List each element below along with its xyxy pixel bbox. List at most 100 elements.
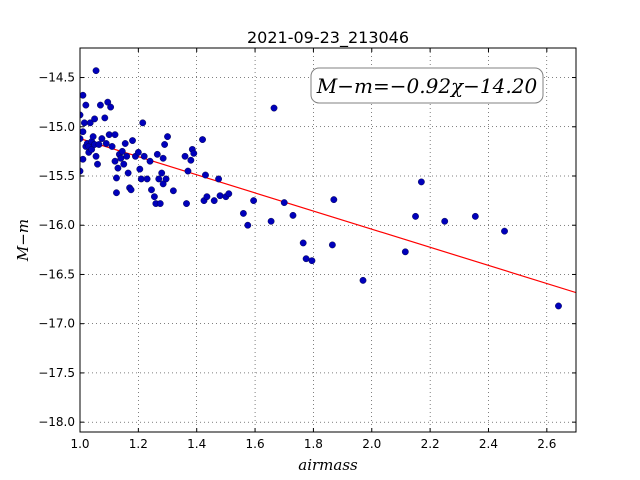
data-point (120, 160, 128, 168)
data-point (113, 174, 120, 182)
y-tick-label: −17.0 (38, 317, 75, 331)
y-tick-label: −15.0 (38, 120, 75, 134)
data-point (80, 119, 88, 127)
data-point (164, 133, 171, 141)
data-point (158, 169, 166, 177)
data-point (80, 91, 87, 99)
data-point (190, 149, 198, 157)
data-point (82, 101, 90, 109)
x-tick-label: 1.8 (304, 437, 323, 451)
x-tick-label: 2.0 (362, 437, 381, 451)
y-axis-ticks: −14.5 −15.0 −15.5 −16.0 −16.5 −17.0 −17.5 −18.0 (38, 71, 576, 429)
data-point (124, 169, 132, 177)
data-point (140, 152, 148, 160)
data-point (139, 119, 147, 127)
data-point (280, 199, 288, 206)
data-point (121, 140, 129, 147)
data-point (150, 193, 158, 201)
data-point (267, 217, 275, 225)
data-point (216, 192, 224, 200)
y-axis-label: M−m (14, 219, 32, 262)
y-tick-label: −16.5 (38, 267, 75, 281)
y-tick-label: −14.5 (38, 71, 75, 85)
fit-equation-text: M−m=−0.92χ−14.20 (316, 74, 538, 98)
data-point (412, 212, 419, 220)
data-point (80, 128, 87, 136)
data-point (187, 156, 195, 164)
data-point (148, 186, 155, 194)
chart-title: 2021-09-23_213046 (247, 28, 409, 48)
fit-line (80, 138, 576, 294)
data-point (308, 257, 316, 265)
data-point (203, 193, 211, 201)
data-point (101, 114, 109, 122)
data-point (250, 197, 258, 205)
data-point (105, 131, 113, 139)
data-point (302, 255, 310, 263)
data-point (102, 140, 110, 147)
data-point (143, 175, 151, 183)
data-point (159, 154, 167, 162)
data-point (210, 197, 218, 205)
data-point (289, 211, 297, 219)
data-point (183, 200, 190, 207)
data-point (129, 137, 136, 144)
data-point (127, 186, 135, 194)
annotation-box (310, 67, 544, 104)
data-point (114, 164, 122, 172)
data-point (239, 210, 247, 217)
data-point (111, 131, 119, 139)
data-point (501, 227, 508, 235)
data-point (98, 135, 106, 142)
data-point (244, 221, 252, 229)
data-point (330, 196, 338, 204)
data-point (328, 241, 336, 249)
x-axis-ticks: 1.0 1.2 1.4 1.6 1.8 2.0 2.2 2.4 2.6 (70, 48, 556, 451)
y-tick-label: −16.0 (38, 218, 75, 232)
plot-frame (79, 47, 577, 433)
y-tick-label: −17.5 (38, 366, 75, 380)
data-point (113, 189, 120, 197)
data-point (169, 187, 177, 195)
data-point (162, 175, 170, 183)
x-tick-label: 1.0 (70, 437, 89, 451)
data-point (155, 175, 163, 183)
y-tick-label: −18.0 (38, 415, 75, 429)
fit-line-group (80, 138, 576, 294)
data-point (89, 133, 97, 141)
grid-lines (79, 48, 576, 432)
data-point (94, 160, 101, 168)
data-point (299, 239, 307, 247)
data-point (123, 152, 131, 160)
data-point (117, 154, 125, 162)
data-point (417, 178, 425, 186)
plot-border (79, 47, 577, 433)
data-point (555, 302, 562, 310)
x-tick-label: 2.6 (537, 437, 556, 451)
x-tick-label: 1.6 (246, 437, 265, 451)
data-point (270, 104, 278, 112)
data-point (441, 217, 449, 225)
data-point (95, 141, 103, 148)
data-point (146, 157, 154, 165)
x-tick-label: 1.2 (129, 437, 148, 451)
y-tick-label: −15.5 (38, 169, 75, 183)
data-point (108, 143, 116, 150)
data-points (80, 67, 562, 310)
data-point (199, 136, 206, 143)
data-point (92, 152, 100, 160)
x-tick-label: 1.4 (187, 437, 206, 451)
x-axis-label: airmass (298, 456, 358, 474)
data-point (215, 175, 222, 183)
data-point (202, 171, 209, 179)
data-point (107, 103, 115, 111)
data-point (471, 212, 479, 220)
data-point (184, 167, 192, 175)
data-point (161, 141, 169, 148)
data-point (80, 155, 87, 163)
data-point (181, 152, 189, 160)
fit-equation-box: M−m=−0.92χ−14.20 (310, 67, 544, 104)
data-point (134, 148, 142, 156)
data-point (153, 150, 161, 158)
